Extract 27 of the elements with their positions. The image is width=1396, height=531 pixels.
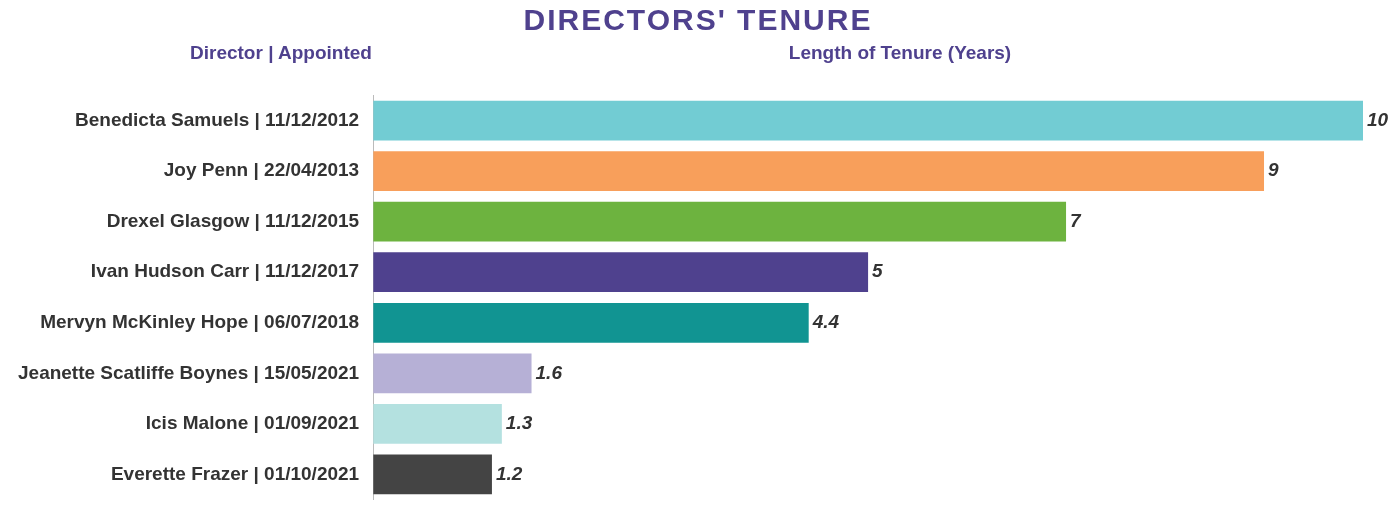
bar <box>373 201 1067 242</box>
bar <box>373 252 869 293</box>
bar <box>373 353 532 394</box>
y-axis-title: Director | Appointed <box>190 42 372 64</box>
bar <box>373 151 1265 192</box>
bar <box>373 100 1363 141</box>
chart-title: DIRECTORS' TENURE <box>522 2 874 38</box>
data-label: 5 <box>872 260 884 282</box>
data-label: 10 <box>1367 108 1389 130</box>
bar <box>373 454 492 495</box>
x-axis-title: Length of Tenure (Years) <box>787 42 1013 64</box>
data-label: 7 <box>1070 209 1083 231</box>
y-tick-label: Drexel Glasgow | 11/12/2015 <box>106 209 360 231</box>
bar <box>373 403 502 444</box>
y-tick-label: Jeanette Scatliffe Boynes | 15/05/2021 <box>17 361 360 383</box>
data-label: 4.4 <box>811 311 840 332</box>
y-tick-label: Icis Malone | 01/09/2021 <box>145 412 360 434</box>
y-tick-label: Benedicta Samuels | 11/12/2012 <box>75 108 360 130</box>
y-tick-label: Ivan Hudson Carr | 11/12/2017 <box>90 260 360 282</box>
y-tick-label: Everette Frazer | 01/10/2021 <box>110 462 360 484</box>
y-tick-label: Joy Penn | 22/04/2013 <box>163 159 360 181</box>
bar <box>373 302 809 343</box>
y-tick-label: Mervyn McKinley Hope | 06/07/2018 <box>40 311 360 332</box>
data-label: 1.2 <box>495 462 523 484</box>
data-label: 1.3 <box>505 412 533 434</box>
data-label: 1.6 <box>535 361 563 383</box>
data-label: 9 <box>1268 159 1280 181</box>
